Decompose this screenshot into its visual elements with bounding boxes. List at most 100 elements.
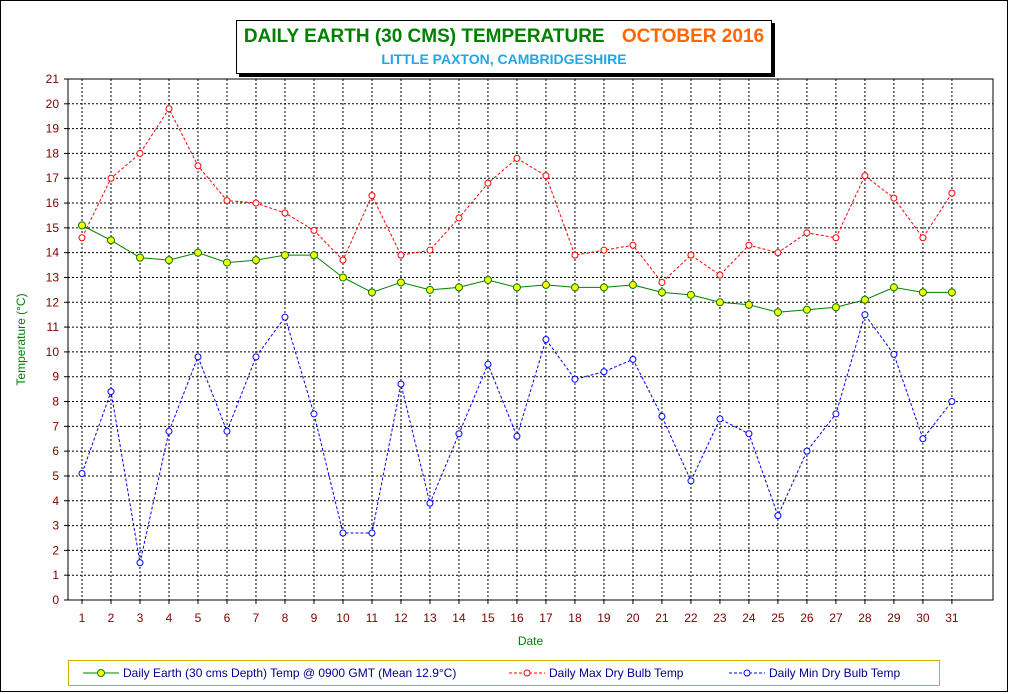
data-point [541,280,550,289]
data-point [484,360,492,368]
legend-swatch-max [509,669,545,677]
y-tick-label: 2 [52,543,59,557]
y-tick-label: 12 [46,295,60,309]
y-tick-label: 20 [46,97,60,111]
legend: Daily Earth (30 cms Depth) Temp @ 0900 G… [68,660,940,686]
x-tick-label: 30 [916,611,930,625]
data-point [745,430,753,438]
data-point [193,248,202,257]
plot-area [67,78,994,601]
data-point [251,256,260,265]
x-tick-label: 5 [195,611,202,625]
data-point [136,149,144,157]
x-tick-label: 20 [626,611,640,625]
legend-item-min: Daily Min Dry Bulb Temp [729,661,900,685]
data-point [483,275,492,284]
data-point [600,246,608,254]
series-min [78,311,956,567]
data-point [687,251,695,259]
x-tick-label: 26 [800,611,814,625]
data-point [918,288,927,297]
data-point [947,288,956,297]
grid [68,79,993,600]
legend-label-max: Daily Max Dry Bulb Temp [549,666,684,680]
x-tick-label: 2 [108,611,115,625]
data-point [803,447,811,455]
y-tick-label: 16 [46,196,60,210]
data-point [222,258,231,267]
y-tick-label: 4 [52,494,59,508]
data-point [397,380,405,388]
y-tick-label: 9 [52,370,59,384]
chart-subtitle: LITTLE PAXTON, CAMBRIDGESHIRE [381,51,627,67]
data-point [339,256,347,264]
y-tick-label: 5 [52,469,59,483]
data-point [484,179,492,187]
data-point [658,412,666,420]
data-point [948,189,956,197]
x-tick-label: 27 [829,611,843,625]
y-tick-label: 14 [46,246,60,260]
data-point [281,209,289,217]
x-tick-label: 14 [452,611,466,625]
data-point [78,221,86,230]
data-point [803,229,811,237]
legend-label-earth: Daily Earth (30 cms Depth) Temp @ 0900 G… [123,666,457,680]
data-point [861,311,869,319]
x-tick-label: 9 [311,611,318,625]
data-point [426,246,434,254]
data-point [368,529,376,537]
data-point [106,236,115,245]
y-tick-label: 3 [52,519,59,533]
data-point [890,194,898,202]
data-point [890,350,898,358]
data-point [165,105,173,113]
data-point [657,288,666,297]
legend-item-max: Daily Max Dry Bulb Temp [509,661,683,685]
data-point [368,192,376,200]
x-tick-label: 21 [655,611,669,625]
data-point [542,336,550,343]
data-point [310,226,318,234]
data-point [252,353,260,361]
data-point [628,280,637,289]
data-point [455,214,463,222]
data-point [861,172,869,180]
x-tick-label: 17 [539,611,553,625]
data-point [164,256,173,265]
data-point [571,375,579,383]
x-tick-label: 22 [684,611,698,625]
x-tick-label: 8 [282,611,289,625]
data-point [600,368,608,376]
y-tick-label: 1 [52,568,59,582]
y-tick-label: 13 [46,270,60,284]
chart-title-box: DAILY EARTH (30 CMS) TEMPERATURE OCTOBER… [236,20,772,74]
data-point [78,234,86,242]
x-tick-label: 29 [887,611,901,625]
data-point [310,410,318,418]
data-point [831,303,840,312]
x-tick-label: 4 [166,611,173,625]
x-tick-label: 18 [568,611,582,625]
data-point [135,253,144,262]
data-point [252,199,260,207]
chart-month: OCTOBER 2016 [621,26,765,47]
data-point [455,430,463,438]
legend-item-earth: Daily Earth (30 cms Depth) Temp @ 0900 G… [83,661,456,685]
data-point [715,298,724,307]
x-tick-label: 10 [336,611,350,625]
data-point [136,559,144,567]
data-point [571,251,579,259]
x-tick-label: 15 [481,611,495,625]
data-point [397,251,405,259]
y-tick-label: 11 [47,320,60,334]
data-point [919,234,927,242]
x-tick-label: 13 [423,611,437,625]
data-point [774,512,782,520]
data-point [512,283,521,292]
x-axis-label: Date [518,634,544,648]
data-point [860,295,869,304]
x-tick-label: 28 [858,611,872,625]
legend-label-min: Daily Min Dry Bulb Temp [769,666,901,680]
data-point [338,273,347,282]
